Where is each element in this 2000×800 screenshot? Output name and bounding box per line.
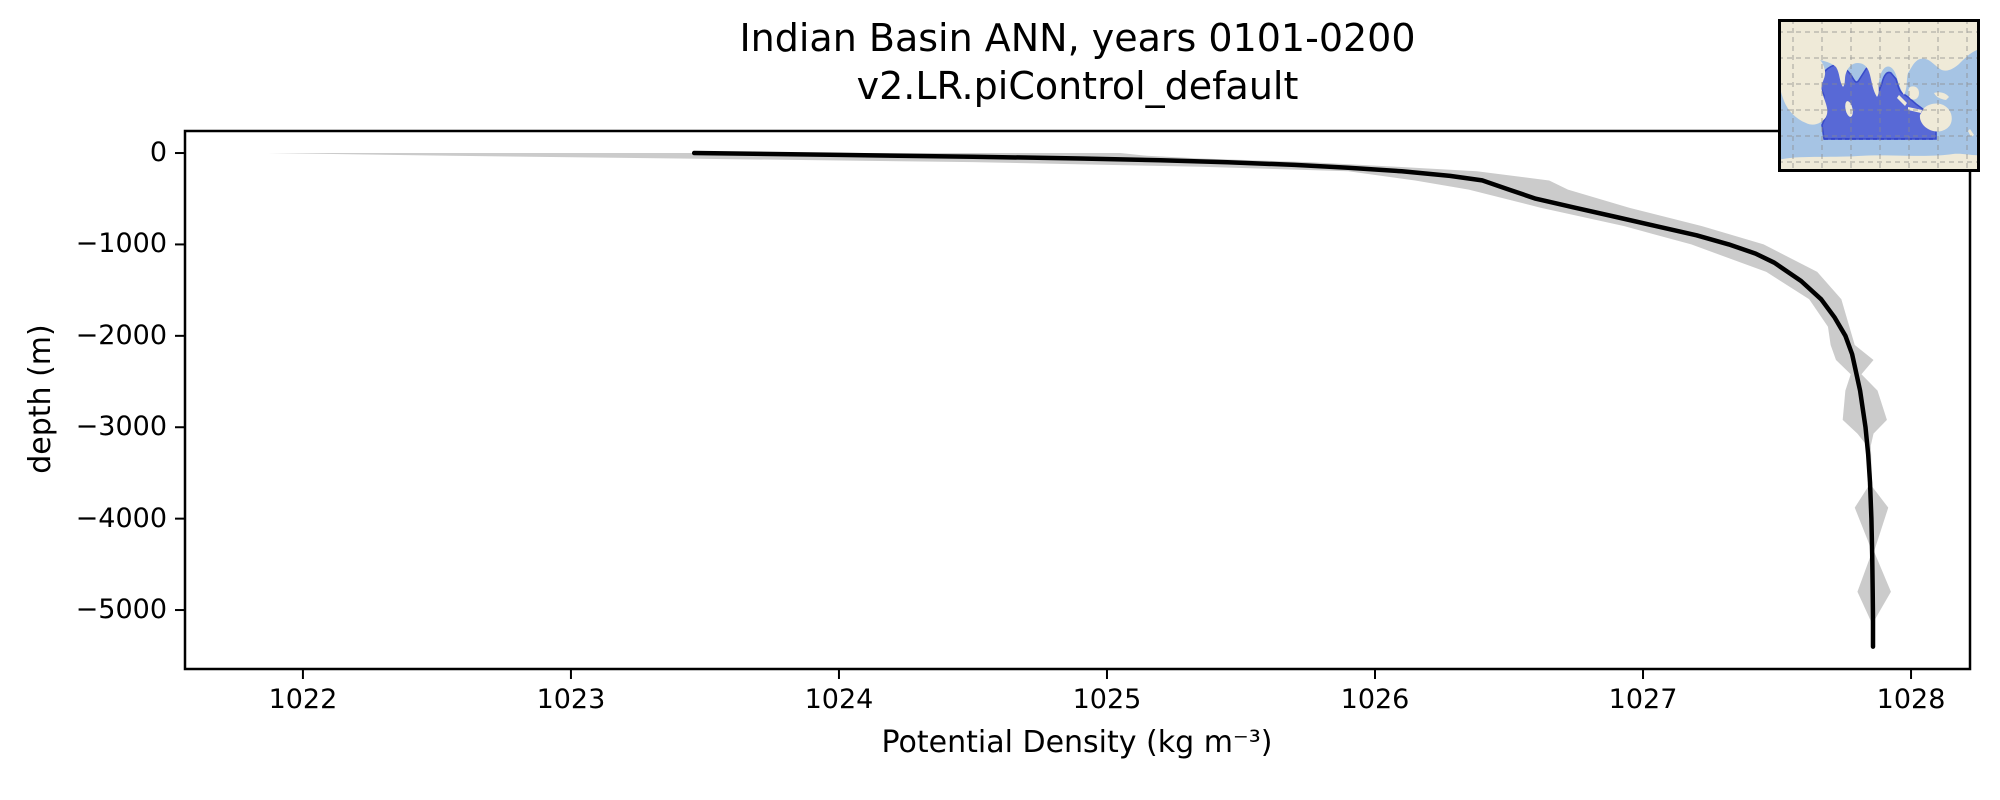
x-tick-label: 1022 <box>268 684 338 715</box>
map-antarctica <box>1778 153 1980 172</box>
std-band <box>268 153 1891 647</box>
x-tick-label: 1027 <box>1608 684 1678 715</box>
map-borneo <box>1908 86 1919 100</box>
mean-profile-line <box>691 150 1876 649</box>
inset-locator-map <box>1778 19 1980 172</box>
x-axis-label: Potential Density (kg m⁻³) <box>881 725 1273 760</box>
y-axis-label: depth (m) <box>23 324 58 474</box>
map-new-zealand <box>1968 129 1974 137</box>
chart-subtitle: v2.LR.piControl_default <box>856 64 1299 108</box>
x-tick-label: 1023 <box>536 684 606 715</box>
y-tick-label: −4000 <box>75 502 167 534</box>
map-sumatra <box>1897 95 1907 106</box>
y-tick-label: −2000 <box>75 319 167 351</box>
y-tick-label: −3000 <box>75 411 167 443</box>
x-tick-label: 1025 <box>1072 684 1142 715</box>
y-tick-label: −1000 <box>75 228 167 260</box>
map-australia <box>1919 103 1952 132</box>
map-gridlines <box>1778 19 1980 172</box>
chart-title-block: Indian Basin ANN, years 0101-0200 v2.LR.… <box>185 14 1970 110</box>
map-frame <box>1778 19 1980 172</box>
axes-frame <box>183 129 1972 671</box>
x-tick-label: 1028 <box>1876 684 1946 715</box>
y-tick-label: 0 <box>149 137 167 169</box>
chart-title: Indian Basin ANN, years 0101-0200 <box>739 16 1416 60</box>
map-japan <box>1950 41 1956 57</box>
x-tick-label: 1026 <box>1340 684 1410 715</box>
y-tick-label: −5000 <box>75 594 167 626</box>
x-tick-label: 1024 <box>804 684 874 715</box>
map-africa <box>1778 44 1828 125</box>
